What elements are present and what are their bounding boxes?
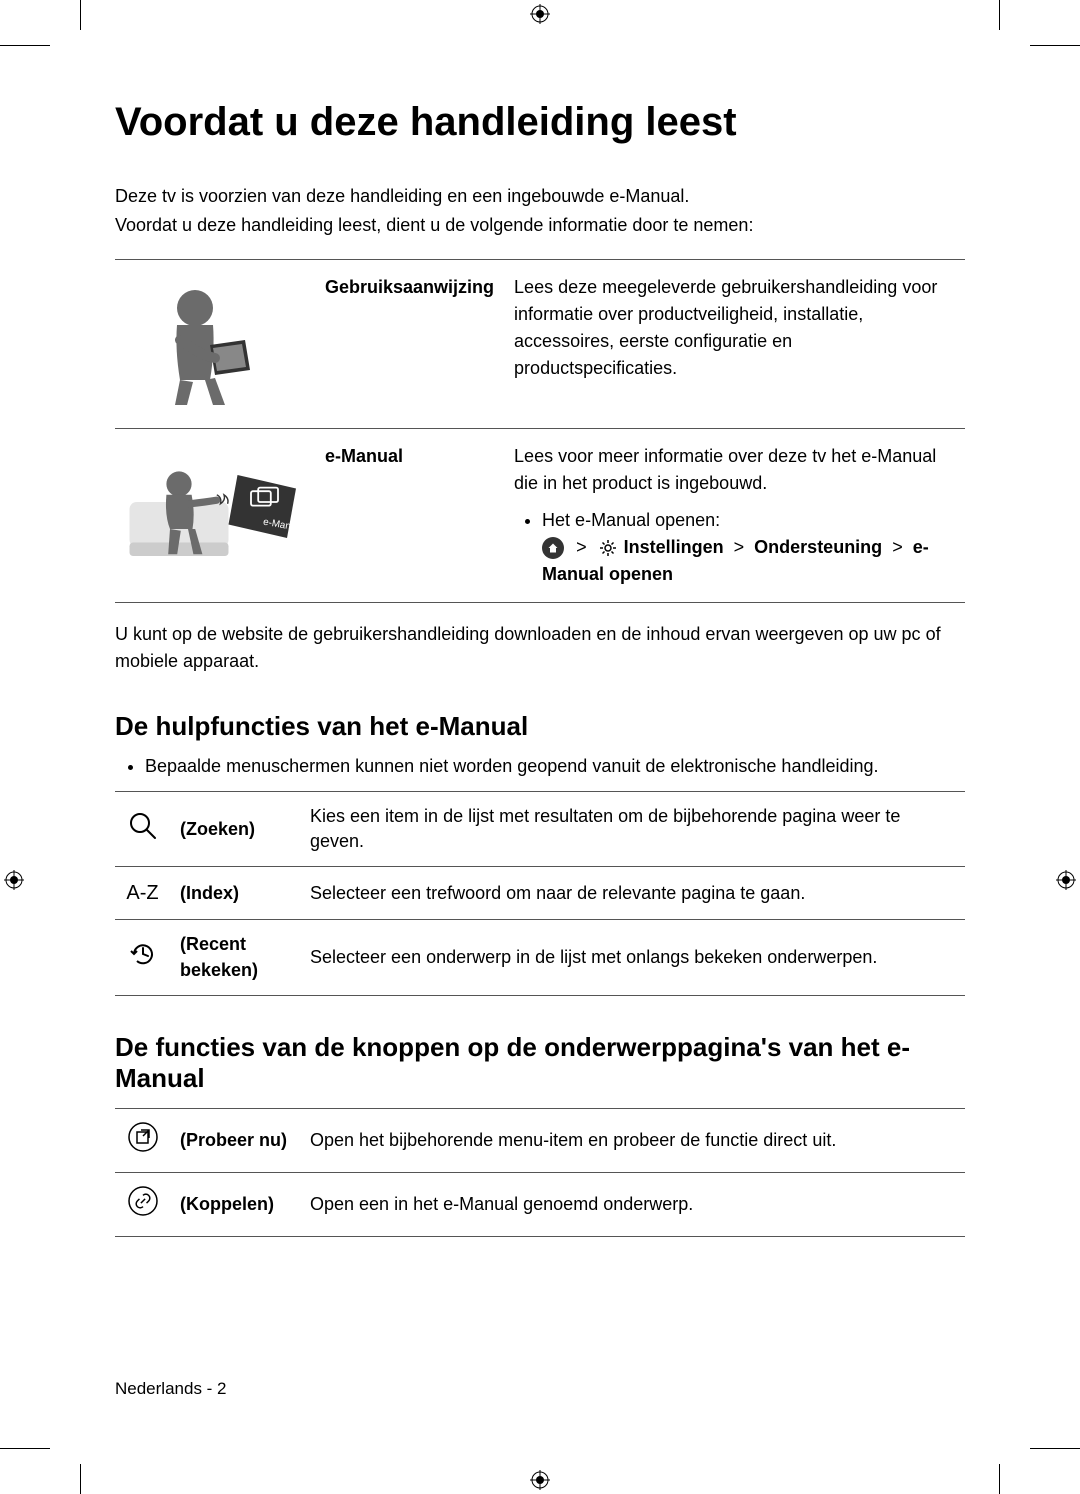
- manual-type-label: Gebruiksaanwijzing: [315, 260, 504, 429]
- function-name: (Zoeken): [170, 792, 300, 867]
- crop-line: [80, 1464, 81, 1494]
- e-manual-open-steps: Het e-Manual openen: > Instellingen > On…: [542, 507, 955, 588]
- crop-line: [1030, 45, 1080, 46]
- download-note: U kunt op de website de gebruikershandle…: [115, 621, 965, 675]
- function-desc: Selecteer een trefwoord om naar de relev…: [300, 867, 965, 920]
- home-icon: [542, 537, 564, 559]
- registration-mark-bottom: [530, 1470, 550, 1490]
- nav-step: Instellingen: [624, 537, 724, 557]
- help-functions-table: (Zoeken) Kies een item in de lijst met r…: [115, 791, 965, 996]
- manual-type-desc: Lees deze meegeleverde gebruikershandlei…: [504, 260, 965, 429]
- crop-line: [1030, 1448, 1080, 1449]
- bullet-intro: Het e-Manual openen:: [542, 510, 720, 530]
- page-title: Voordat u deze handleiding leest: [115, 100, 965, 145]
- function-name: (Index): [170, 867, 300, 920]
- person-watching-tv-icon: e-Manual: [125, 439, 305, 565]
- illustration-cell: [115, 260, 315, 429]
- link-icon: [127, 1185, 159, 1217]
- manual-type-label: e-Manual: [315, 429, 504, 603]
- section-heading-help: De hulpfuncties van het e-Manual: [115, 711, 965, 742]
- section-heading-buttons: De functies van de knoppen op de onderwe…: [115, 1032, 965, 1094]
- gear-icon: [599, 539, 617, 557]
- icon-cell: [115, 1108, 170, 1172]
- icon-cell: [115, 792, 170, 867]
- table-row: (Probeer nu) Open het bijbehorende menu-…: [115, 1108, 965, 1172]
- manual-types-table: Gebruiksaanwijzing Lees deze meegeleverd…: [115, 259, 965, 603]
- function-name: (Probeer nu): [170, 1108, 300, 1172]
- function-desc: Kies een item in de lijst met resultaten…: [300, 792, 965, 867]
- crop-line: [0, 1448, 50, 1449]
- section-note: Bepaalde menuschermen kunnen niet worden…: [145, 756, 965, 777]
- try-now-icon: [127, 1121, 159, 1153]
- registration-mark-right: [1056, 870, 1076, 890]
- table-row: A-Z (Index) Selecteer een trefwoord om n…: [115, 867, 965, 920]
- table-row: e-Manual e-Manual Lees voor meer informa…: [115, 429, 965, 603]
- page-content: Voordat u deze handleiding leest Deze tv…: [115, 100, 965, 1237]
- chevron-right-icon: >: [571, 537, 592, 557]
- section-note-list: Bepaalde menuschermen kunnen niet worden…: [145, 756, 965, 777]
- index-az-icon: A-Z: [126, 882, 158, 904]
- page-footer: Nederlands - 2: [115, 1379, 227, 1399]
- nav-step: Ondersteuning: [754, 537, 882, 557]
- person-reading-manual-icon: [125, 270, 305, 410]
- crop-line: [0, 45, 50, 46]
- list-item: Het e-Manual openen: > Instellingen > On…: [542, 507, 955, 588]
- chevron-right-icon: >: [729, 537, 750, 557]
- function-desc: Open het bijbehorende menu-item en probe…: [300, 1108, 965, 1172]
- table-row: (Koppelen) Open een in het e-Manual geno…: [115, 1172, 965, 1236]
- chevron-right-icon: >: [887, 537, 908, 557]
- recent-clock-icon: [128, 939, 158, 969]
- intro-line-1: Deze tv is voorzien van deze handleiding…: [115, 183, 965, 210]
- illustration-cell: e-Manual: [115, 429, 315, 603]
- function-desc: Selecteer een onderwerp in de lijst met …: [300, 920, 965, 995]
- function-name: (Recent bekeken): [170, 920, 300, 995]
- icon-cell: [115, 1172, 170, 1236]
- search-icon: [128, 811, 158, 841]
- table-row: Gebruiksaanwijzing Lees deze meegeleverd…: [115, 260, 965, 429]
- e-manual-desc-text: Lees voor meer informatie over deze tv h…: [514, 446, 936, 493]
- icon-cell: A-Z: [115, 867, 170, 920]
- intro-text: Deze tv is voorzien van deze handleiding…: [115, 183, 965, 239]
- function-name: (Koppelen): [170, 1172, 300, 1236]
- button-functions-table: (Probeer nu) Open het bijbehorende menu-…: [115, 1108, 965, 1237]
- manual-type-desc: Lees voor meer informatie over deze tv h…: [504, 429, 965, 603]
- function-desc: Open een in het e-Manual genoemd onderwe…: [300, 1172, 965, 1236]
- intro-line-2: Voordat u deze handleiding leest, dient …: [115, 212, 965, 239]
- icon-cell: [115, 920, 170, 995]
- registration-mark-left: [4, 870, 24, 890]
- crop-line: [999, 0, 1000, 30]
- table-row: (Zoeken) Kies een item in de lijst met r…: [115, 792, 965, 867]
- crop-line: [999, 1464, 1000, 1494]
- crop-line: [80, 0, 81, 30]
- table-row: (Recent bekeken) Selecteer een onderwerp…: [115, 920, 965, 995]
- registration-mark-top: [530, 4, 550, 24]
